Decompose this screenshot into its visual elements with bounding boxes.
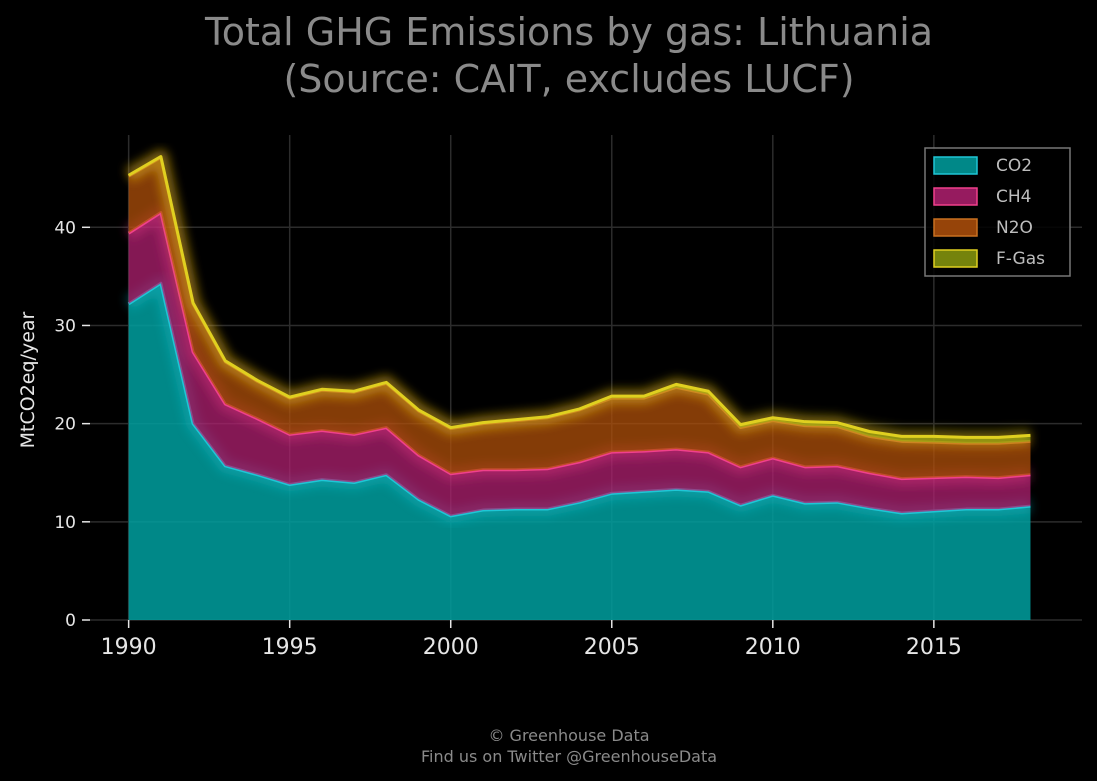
x-tick-label: 1995	[262, 635, 318, 660]
x-tick-label: 2015	[906, 635, 962, 660]
y-tick-label: 10	[54, 513, 76, 533]
x-tick-label: 2000	[423, 635, 479, 660]
y-tick-label: 40	[54, 218, 76, 238]
x-tick-label: 1990	[101, 635, 157, 660]
chart-title-line-1: Total GHG Emissions by gas: Lithuania	[204, 10, 933, 54]
legend-label-ch4: CH4	[996, 187, 1031, 207]
legend-swatch-co2	[933, 156, 978, 175]
legend-swatch-ch4	[933, 187, 978, 206]
legend-label-n2o: N2O	[996, 218, 1033, 238]
y-tick-label: 20	[54, 415, 76, 435]
legend-swatch-n2o	[933, 218, 978, 237]
y-tick-label: 0	[65, 611, 76, 631]
legend: CO2 CH4 N2O F-Gas	[924, 147, 1071, 277]
legend-label-f-gas: F-Gas	[996, 249, 1045, 269]
x-tick-label: 2005	[584, 635, 640, 660]
y-axis-label: MtCO2eq/year	[17, 311, 39, 448]
footer-twitter: Find us on Twitter @GreenhouseData	[421, 747, 717, 766]
legend-swatch-f-gas	[933, 249, 978, 268]
footer-copyright: © Greenhouse Data	[488, 726, 649, 745]
area-co2	[128, 283, 1031, 620]
axes: 0 10 20 30 40 1990 1995 2000 2005 2010 2015	[54, 218, 961, 660]
legend-label-co2: CO2	[996, 156, 1032, 176]
chart-title-line-2: (Source: CAIT, excludes LUCF)	[283, 57, 854, 101]
line-f-gas	[127, 155, 1031, 439]
x-tick-label: 2010	[745, 635, 801, 660]
y-tick-label: 30	[54, 316, 76, 336]
stacked-areas	[124, 149, 1032, 620]
